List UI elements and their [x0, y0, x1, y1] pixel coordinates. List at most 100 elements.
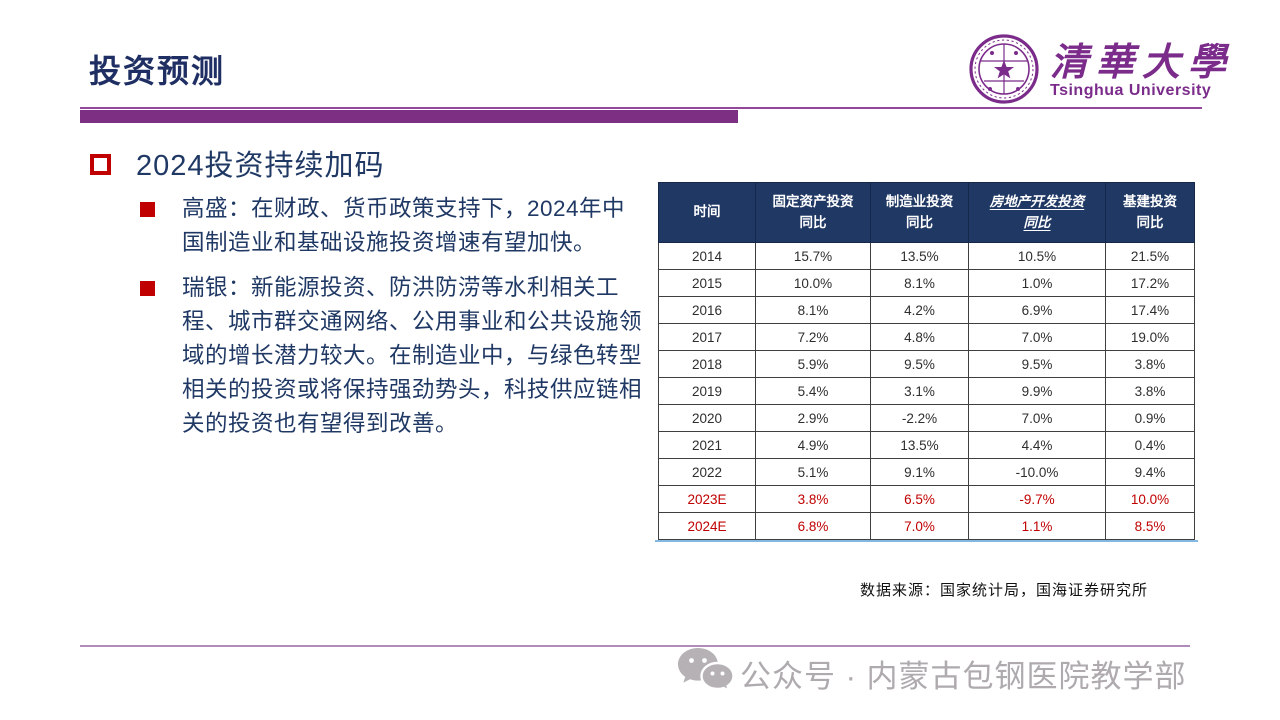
- bullet-text-ubs: 瑞银：新能源投资、防洪防涝等水利相关工程、城市群交通网络、公用事业和公共设施领域…: [182, 275, 643, 436]
- title-rule-thin: [80, 107, 1202, 109]
- table-row: 2015 10.0% 8.1% 1.0% 17.2%: [658, 269, 1195, 297]
- value-cell: 10.0%: [1105, 485, 1195, 513]
- value-cell: 4.8%: [870, 323, 969, 351]
- list-item: 高盛：在财政、货币政策支持下，2024年中国制造业和基础设施投资增速有望加快。: [140, 192, 650, 260]
- value-cell: 0.4%: [1105, 431, 1195, 459]
- value-cell: 8.1%: [870, 269, 969, 297]
- investment-table: 时间 固定资产投资 同比 制造业投资 同比 房地产开发投资 同比 基建投资 同比 2014 15.…: [658, 182, 1195, 540]
- table-row: 2020 2.9% -2.2% 7.0% 0.9%: [658, 404, 1195, 432]
- logo-en-name: Tsinghua University: [1050, 82, 1212, 100]
- table-row: 2023E 3.8% 6.5% -9.7% 10.0%: [658, 485, 1195, 513]
- value-cell: 0.9%: [1105, 404, 1195, 432]
- column-header: 基建投资 同比: [1105, 182, 1195, 243]
- value-cell: 9.5%: [968, 350, 1106, 378]
- value-cell: 7.0%: [968, 404, 1106, 432]
- value-cell: 6.8%: [755, 512, 871, 540]
- value-cell: 9.4%: [1105, 458, 1195, 486]
- value-cell: 4.2%: [870, 296, 969, 324]
- value-cell: 10.5%: [968, 242, 1106, 270]
- value-cell: 7.0%: [968, 323, 1106, 351]
- value-cell: 21.5%: [1105, 242, 1195, 270]
- value-cell: 3.8%: [755, 485, 871, 513]
- year-cell: 2015: [658, 269, 756, 297]
- column-header: 制造业投资 同比: [870, 182, 969, 243]
- year-cell: 2016: [658, 296, 756, 324]
- investment-table-wrap: 时间 固定资产投资 同比 制造业投资 同比 房地产开发投资 同比 基建投资 同比 2014 15.…: [658, 182, 1195, 540]
- title-rule-thick: [80, 110, 738, 123]
- table-row: 2014 15.7% 13.5% 10.5% 21.5%: [658, 242, 1195, 270]
- logo-text-block: 清華大學 Tsinghua University: [1050, 41, 1235, 101]
- value-cell: 10.0%: [755, 269, 871, 297]
- year-cell: 2022: [658, 458, 756, 486]
- value-cell: 2.9%: [755, 404, 871, 432]
- filled-square-bullet-icon: [140, 281, 155, 296]
- table-head: 时间 固定资产投资 同比 制造业投资 同比 房地产开发投资 同比 基建投资 同比: [658, 182, 1195, 243]
- value-cell: 8.5%: [1105, 512, 1195, 540]
- value-cell: 8.1%: [755, 296, 871, 324]
- value-cell: -9.7%: [968, 485, 1106, 513]
- year-cell: 2017: [658, 323, 756, 351]
- table-row: 2017 7.2% 4.8% 7.0% 19.0%: [658, 323, 1195, 351]
- section-heading: 2024投资持续加码: [136, 150, 385, 182]
- table-bottom-accent: [655, 540, 1198, 542]
- column-header: 固定资产投资 同比: [755, 182, 871, 243]
- table-row: 2016 8.1% 4.2% 6.9% 17.4%: [658, 296, 1195, 324]
- list-item: 瑞银：新能源投资、防洪防涝等水利相关工程、城市群交通网络、公用事业和公共设施领域…: [140, 271, 650, 441]
- value-cell: 1.0%: [968, 269, 1106, 297]
- year-cell: 2021: [658, 431, 756, 459]
- value-cell: 19.0%: [1105, 323, 1195, 351]
- bullet-text-goldman: 高盛：在财政、货币政策支持下，2024年中国制造业和基础设施投资增速有望加快。: [182, 196, 626, 255]
- hollow-square-bullet-icon: [90, 154, 111, 175]
- value-cell: 6.5%: [870, 485, 969, 513]
- logo-cn-name: 清華大學: [1050, 41, 1235, 84]
- value-cell: 13.5%: [870, 242, 969, 270]
- page-title: 投资预测: [89, 53, 226, 89]
- value-cell: 4.9%: [755, 431, 871, 459]
- filled-square-bullet-icon: [140, 202, 155, 217]
- value-cell: 7.0%: [870, 512, 969, 540]
- footer-rule: [80, 645, 1190, 647]
- bullet-list: 高盛：在财政、货币政策支持下，2024年中国制造业和基础设施投资增速有望加快。 …: [140, 192, 650, 452]
- value-cell: 3.8%: [1105, 350, 1195, 378]
- value-cell: 5.1%: [755, 458, 871, 486]
- value-cell: 4.4%: [968, 431, 1106, 459]
- value-cell: 9.1%: [870, 458, 969, 486]
- tsinghua-seal-icon: [968, 33, 1040, 110]
- year-cell: 2024E: [658, 512, 756, 540]
- year-cell: 2023E: [658, 485, 756, 513]
- value-cell: 3.1%: [870, 377, 969, 405]
- section-heading-row: 2024投资持续加码: [90, 142, 385, 184]
- value-cell: 13.5%: [870, 431, 969, 459]
- value-cell: -2.2%: [870, 404, 969, 432]
- tsinghua-logo: 清華大學 Tsinghua University: [968, 33, 1234, 110]
- column-header: 房地产开发投资 同比: [968, 182, 1106, 243]
- table-row: 2022 5.1% 9.1% -10.0% 9.4%: [658, 458, 1195, 486]
- watermark: 公众号 · 内蒙古包钢医院教学部: [676, 646, 1187, 701]
- table-row: 2024E 6.8% 7.0% 1.1% 8.5%: [658, 512, 1195, 540]
- wechat-icon: [676, 646, 735, 701]
- table-row: 2021 4.9% 13.5% 4.4% 0.4%: [658, 431, 1195, 459]
- value-cell: 3.8%: [1105, 377, 1195, 405]
- year-cell: 2018: [658, 350, 756, 378]
- value-cell: 17.2%: [1105, 269, 1195, 297]
- value-cell: 7.2%: [755, 323, 871, 351]
- value-cell: 17.4%: [1105, 296, 1195, 324]
- watermark-text: 公众号 · 内蒙古包钢医院教学部: [740, 659, 1187, 694]
- value-cell: 15.7%: [755, 242, 871, 270]
- value-cell: -10.0%: [968, 458, 1106, 486]
- table-row: 2019 5.4% 3.1% 9.9% 3.8%: [658, 377, 1195, 405]
- value-cell: 6.9%: [968, 296, 1106, 324]
- table-body: 2014 15.7% 13.5% 10.5% 21.5% 2015 10.0% 8.1% 1.0…: [658, 242, 1195, 540]
- year-cell: 2014: [658, 242, 756, 270]
- value-cell: 5.9%: [755, 350, 871, 378]
- table-row: 2018 5.9% 9.5% 9.5% 3.8%: [658, 350, 1195, 378]
- year-cell: 2019: [658, 377, 756, 405]
- year-cell: 2020: [658, 404, 756, 432]
- table-header-row: 时间 固定资产投资 同比 制造业投资 同比 房地产开发投资 同比 基建投资 同比: [658, 182, 1195, 243]
- data-source-note: 数据来源：国家统计局，国海证券研究所: [860, 582, 1149, 599]
- column-header: 时间: [658, 182, 756, 243]
- value-cell: 9.5%: [870, 350, 969, 378]
- value-cell: 5.4%: [755, 377, 871, 405]
- value-cell: 1.1%: [968, 512, 1106, 540]
